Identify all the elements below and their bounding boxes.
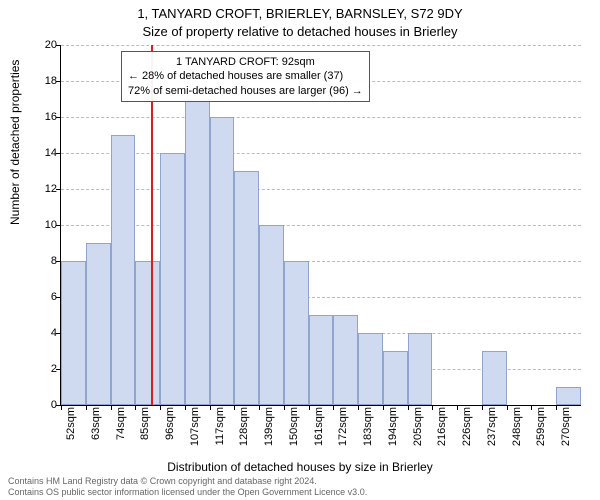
histogram-bar — [86, 243, 111, 405]
xtick-mark — [358, 405, 359, 410]
xtick-label: 117sqm — [214, 407, 226, 457]
xtick-label: 216sqm — [436, 407, 448, 457]
histogram-bar — [61, 261, 86, 405]
xtick-mark — [531, 405, 532, 410]
histogram-bar — [358, 333, 383, 405]
ytick-label: 14 — [27, 147, 57, 159]
title-line-2: Size of property relative to detached ho… — [0, 24, 600, 39]
xtick-label: 107sqm — [189, 407, 201, 457]
xtick-mark — [457, 405, 458, 410]
grid-line — [61, 225, 581, 226]
ytick-label: 2 — [27, 363, 57, 375]
xtick-label: 237sqm — [486, 407, 498, 457]
histogram-bar — [482, 351, 507, 405]
xtick-mark — [284, 405, 285, 410]
xtick-label: 150sqm — [288, 407, 300, 457]
xtick-label: 259sqm — [535, 407, 547, 457]
xtick-label: 172sqm — [337, 407, 349, 457]
annotation-box: 1 TANYARD CROFT: 92sqm ← 28% of detached… — [121, 51, 370, 102]
ytick-label: 12 — [27, 183, 57, 195]
xtick-label: 248sqm — [511, 407, 523, 457]
ytick-label: 6 — [27, 291, 57, 303]
histogram-bar — [234, 171, 259, 405]
xtick-label: 226sqm — [461, 407, 473, 457]
xtick-mark — [185, 405, 186, 410]
histogram-bar — [160, 153, 185, 405]
ytick-label: 10 — [27, 219, 57, 231]
xtick-mark — [383, 405, 384, 410]
xtick-mark — [432, 405, 433, 410]
annotation-line-2: ← 28% of detached houses are smaller (37… — [128, 69, 363, 83]
xtick-label: 96sqm — [164, 407, 176, 457]
footer-line-2: Contains OS public sector information li… — [8, 487, 367, 498]
ytick-label: 18 — [27, 75, 57, 87]
title-line-1: 1, TANYARD CROFT, BRIERLEY, BARNSLEY, S7… — [0, 6, 600, 21]
histogram-bar — [383, 351, 408, 405]
xtick-label: 63sqm — [90, 407, 102, 457]
xtick-label: 139sqm — [263, 407, 275, 457]
histogram-bar — [333, 315, 358, 405]
histogram-bar — [259, 225, 284, 405]
histogram-bar — [556, 387, 581, 405]
xtick-label: 128sqm — [238, 407, 250, 457]
chart-container: 1, TANYARD CROFT, BRIERLEY, BARNSLEY, S7… — [0, 0, 600, 500]
footer-line-1: Contains HM Land Registry data © Crown c… — [8, 476, 367, 487]
xtick-mark — [210, 405, 211, 410]
grid-line — [61, 45, 581, 46]
grid-line — [61, 117, 581, 118]
xtick-label: 183sqm — [362, 407, 374, 457]
xtick-label: 74sqm — [115, 407, 127, 457]
ytick-label: 8 — [27, 255, 57, 267]
plot-area: 0246810121416182052sqm63sqm74sqm85sqm96s… — [60, 45, 581, 406]
xtick-mark — [259, 405, 260, 410]
xtick-label: 52sqm — [65, 407, 77, 457]
ytick-label: 20 — [27, 39, 57, 51]
histogram-bar — [185, 99, 210, 405]
xtick-mark — [482, 405, 483, 410]
xtick-mark — [408, 405, 409, 410]
histogram-bar — [111, 135, 136, 405]
histogram-bar — [284, 261, 309, 405]
xtick-label: 205sqm — [412, 407, 424, 457]
xtick-mark — [111, 405, 112, 410]
xtick-mark — [234, 405, 235, 410]
ytick-label: 16 — [27, 111, 57, 123]
xtick-mark — [61, 405, 62, 410]
x-axis-label: Distribution of detached houses by size … — [0, 460, 600, 474]
ytick-label: 4 — [27, 327, 57, 339]
xtick-mark — [86, 405, 87, 410]
xtick-label: 270sqm — [560, 407, 572, 457]
histogram-bar — [210, 117, 235, 405]
grid-line — [61, 153, 581, 154]
xtick-mark — [556, 405, 557, 410]
xtick-mark — [309, 405, 310, 410]
xtick-mark — [333, 405, 334, 410]
xtick-label: 85sqm — [139, 407, 151, 457]
annotation-line-1: 1 TANYARD CROFT: 92sqm — [128, 55, 363, 69]
xtick-label: 161sqm — [313, 407, 325, 457]
xtick-mark — [160, 405, 161, 410]
annotation-line-3: 72% of semi-detached houses are larger (… — [128, 84, 363, 98]
xtick-mark — [135, 405, 136, 410]
y-axis-label: Number of detached properties — [8, 60, 22, 225]
grid-line — [61, 189, 581, 190]
histogram-bar — [135, 261, 160, 405]
histogram-bar — [408, 333, 433, 405]
xtick-label: 194sqm — [387, 407, 399, 457]
xtick-mark — [507, 405, 508, 410]
footer-attribution: Contains HM Land Registry data © Crown c… — [8, 476, 367, 498]
histogram-bar — [309, 315, 334, 405]
ytick-label: 0 — [27, 399, 57, 411]
